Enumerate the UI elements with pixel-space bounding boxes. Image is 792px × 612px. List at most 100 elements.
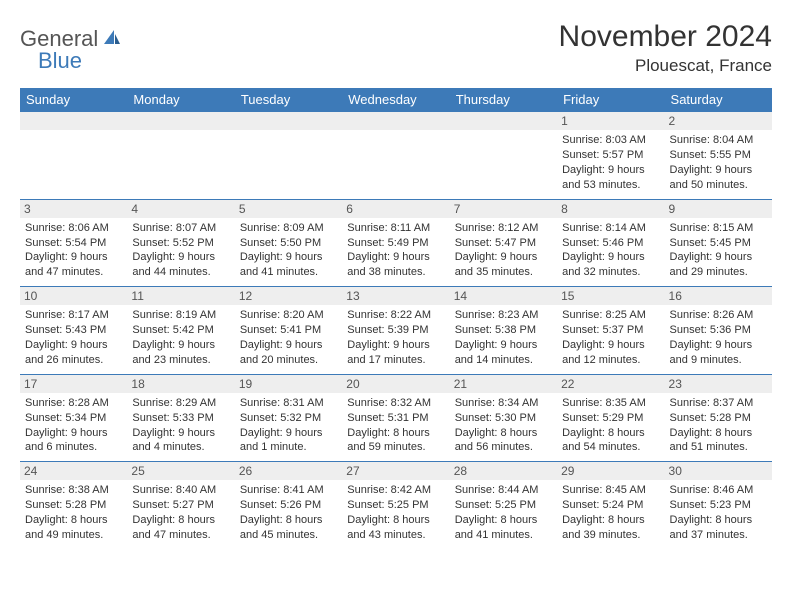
sunrise-line: Sunrise: 8:19 AM [132,308,229,323]
daylight-line: Daylight: 8 hours and 39 minutes. [562,513,659,543]
calendar-cell: 25Sunrise: 8:40 AMSunset: 5:27 PMDayligh… [127,462,234,549]
daylight-line: Daylight: 9 hours and 41 minutes. [240,250,337,280]
calendar-cell: 9Sunrise: 8:15 AMSunset: 5:45 PMDaylight… [665,199,772,287]
sunset-line: Sunset: 5:42 PM [132,323,229,338]
sunset-line: Sunset: 5:52 PM [132,236,229,251]
day-number: 23 [665,375,772,393]
sunset-line: Sunset: 5:27 PM [132,498,229,513]
day-number-empty [235,112,342,130]
sunset-line: Sunset: 5:50 PM [240,236,337,251]
daylight-line: Daylight: 8 hours and 37 minutes. [670,513,767,543]
daylight-line: Daylight: 9 hours and 26 minutes. [25,338,122,368]
calendar-cell: 7Sunrise: 8:12 AMSunset: 5:47 PMDaylight… [450,199,557,287]
calendar-cell: 18Sunrise: 8:29 AMSunset: 5:33 PMDayligh… [127,374,234,462]
daylight-line: Daylight: 9 hours and 35 minutes. [455,250,552,280]
sunset-line: Sunset: 5:47 PM [455,236,552,251]
day-number: 12 [235,287,342,305]
daylight-line: Daylight: 8 hours and 59 minutes. [347,426,444,456]
sunrise-line: Sunrise: 8:12 AM [455,221,552,236]
sunrise-line: Sunrise: 8:31 AM [240,396,337,411]
day-number-empty [450,112,557,130]
day-number-empty [342,112,449,130]
day-number: 28 [450,462,557,480]
sunrise-line: Sunrise: 8:11 AM [347,221,444,236]
calendar-cell: 24Sunrise: 8:38 AMSunset: 5:28 PMDayligh… [20,462,127,549]
calendar-row: 3Sunrise: 8:06 AMSunset: 5:54 PMDaylight… [20,199,772,287]
day-number: 9 [665,200,772,218]
calendar-table: Sunday Monday Tuesday Wednesday Thursday… [20,88,772,549]
day-number: 30 [665,462,772,480]
daylight-line: Daylight: 8 hours and 45 minutes. [240,513,337,543]
day-number: 21 [450,375,557,393]
daylight-line: Daylight: 9 hours and 20 minutes. [240,338,337,368]
calendar-cell: 5Sunrise: 8:09 AMSunset: 5:50 PMDaylight… [235,199,342,287]
sunrise-line: Sunrise: 8:46 AM [670,483,767,498]
calendar-cell: 28Sunrise: 8:44 AMSunset: 5:25 PMDayligh… [450,462,557,549]
sunrise-line: Sunrise: 8:15 AM [670,221,767,236]
calendar-cell [127,112,234,200]
weekday-header: Saturday [665,88,772,112]
day-number: 19 [235,375,342,393]
daylight-line: Daylight: 9 hours and 14 minutes. [455,338,552,368]
sunrise-line: Sunrise: 8:40 AM [132,483,229,498]
weekday-header: Tuesday [235,88,342,112]
sunset-line: Sunset: 5:55 PM [670,148,767,163]
sunrise-line: Sunrise: 8:42 AM [347,483,444,498]
month-title: November 2024 [559,20,772,54]
calendar-cell: 19Sunrise: 8:31 AMSunset: 5:32 PMDayligh… [235,374,342,462]
day-number: 2 [665,112,772,130]
sunset-line: Sunset: 5:39 PM [347,323,444,338]
sunrise-line: Sunrise: 8:44 AM [455,483,552,498]
calendar-cell: 13Sunrise: 8:22 AMSunset: 5:39 PMDayligh… [342,287,449,375]
daylight-line: Daylight: 9 hours and 32 minutes. [562,250,659,280]
calendar-cell: 27Sunrise: 8:42 AMSunset: 5:25 PMDayligh… [342,462,449,549]
calendar-cell: 1Sunrise: 8:03 AMSunset: 5:57 PMDaylight… [557,112,664,200]
sunset-line: Sunset: 5:43 PM [25,323,122,338]
weekday-header: Thursday [450,88,557,112]
daylight-line: Daylight: 9 hours and 29 minutes. [670,250,767,280]
day-number: 13 [342,287,449,305]
calendar-cell: 6Sunrise: 8:11 AMSunset: 5:49 PMDaylight… [342,199,449,287]
daylight-line: Daylight: 8 hours and 54 minutes. [562,426,659,456]
calendar-cell: 21Sunrise: 8:34 AMSunset: 5:30 PMDayligh… [450,374,557,462]
daylight-line: Daylight: 8 hours and 49 minutes. [25,513,122,543]
day-number: 16 [665,287,772,305]
sunrise-line: Sunrise: 8:07 AM [132,221,229,236]
calendar-cell: 17Sunrise: 8:28 AMSunset: 5:34 PMDayligh… [20,374,127,462]
day-number: 6 [342,200,449,218]
sunset-line: Sunset: 5:29 PM [562,411,659,426]
sunrise-line: Sunrise: 8:29 AM [132,396,229,411]
sunset-line: Sunset: 5:54 PM [25,236,122,251]
sunset-line: Sunset: 5:33 PM [132,411,229,426]
daylight-line: Daylight: 9 hours and 12 minutes. [562,338,659,368]
day-number: 18 [127,375,234,393]
sunset-line: Sunset: 5:31 PM [347,411,444,426]
sunset-line: Sunset: 5:49 PM [347,236,444,251]
daylight-line: Daylight: 8 hours and 51 minutes. [670,426,767,456]
sunrise-line: Sunrise: 8:14 AM [562,221,659,236]
sunset-line: Sunset: 5:25 PM [455,498,552,513]
sunset-line: Sunset: 5:34 PM [25,411,122,426]
weekday-header: Friday [557,88,664,112]
weekday-header: Sunday [20,88,127,112]
day-number: 10 [20,287,127,305]
sunrise-line: Sunrise: 8:45 AM [562,483,659,498]
calendar-cell: 22Sunrise: 8:35 AMSunset: 5:29 PMDayligh… [557,374,664,462]
sunrise-line: Sunrise: 8:28 AM [25,396,122,411]
sunset-line: Sunset: 5:25 PM [347,498,444,513]
calendar-cell: 16Sunrise: 8:26 AMSunset: 5:36 PMDayligh… [665,287,772,375]
sunset-line: Sunset: 5:28 PM [670,411,767,426]
sunset-line: Sunset: 5:57 PM [562,148,659,163]
sunrise-line: Sunrise: 8:38 AM [25,483,122,498]
calendar-cell [20,112,127,200]
day-number: 26 [235,462,342,480]
sunset-line: Sunset: 5:30 PM [455,411,552,426]
sunrise-line: Sunrise: 8:32 AM [347,396,444,411]
weekday-header: Monday [127,88,234,112]
daylight-line: Daylight: 9 hours and 44 minutes. [132,250,229,280]
calendar-cell: 10Sunrise: 8:17 AMSunset: 5:43 PMDayligh… [20,287,127,375]
day-number: 25 [127,462,234,480]
sunrise-line: Sunrise: 8:20 AM [240,308,337,323]
sunset-line: Sunset: 5:38 PM [455,323,552,338]
calendar-cell: 23Sunrise: 8:37 AMSunset: 5:28 PMDayligh… [665,374,772,462]
